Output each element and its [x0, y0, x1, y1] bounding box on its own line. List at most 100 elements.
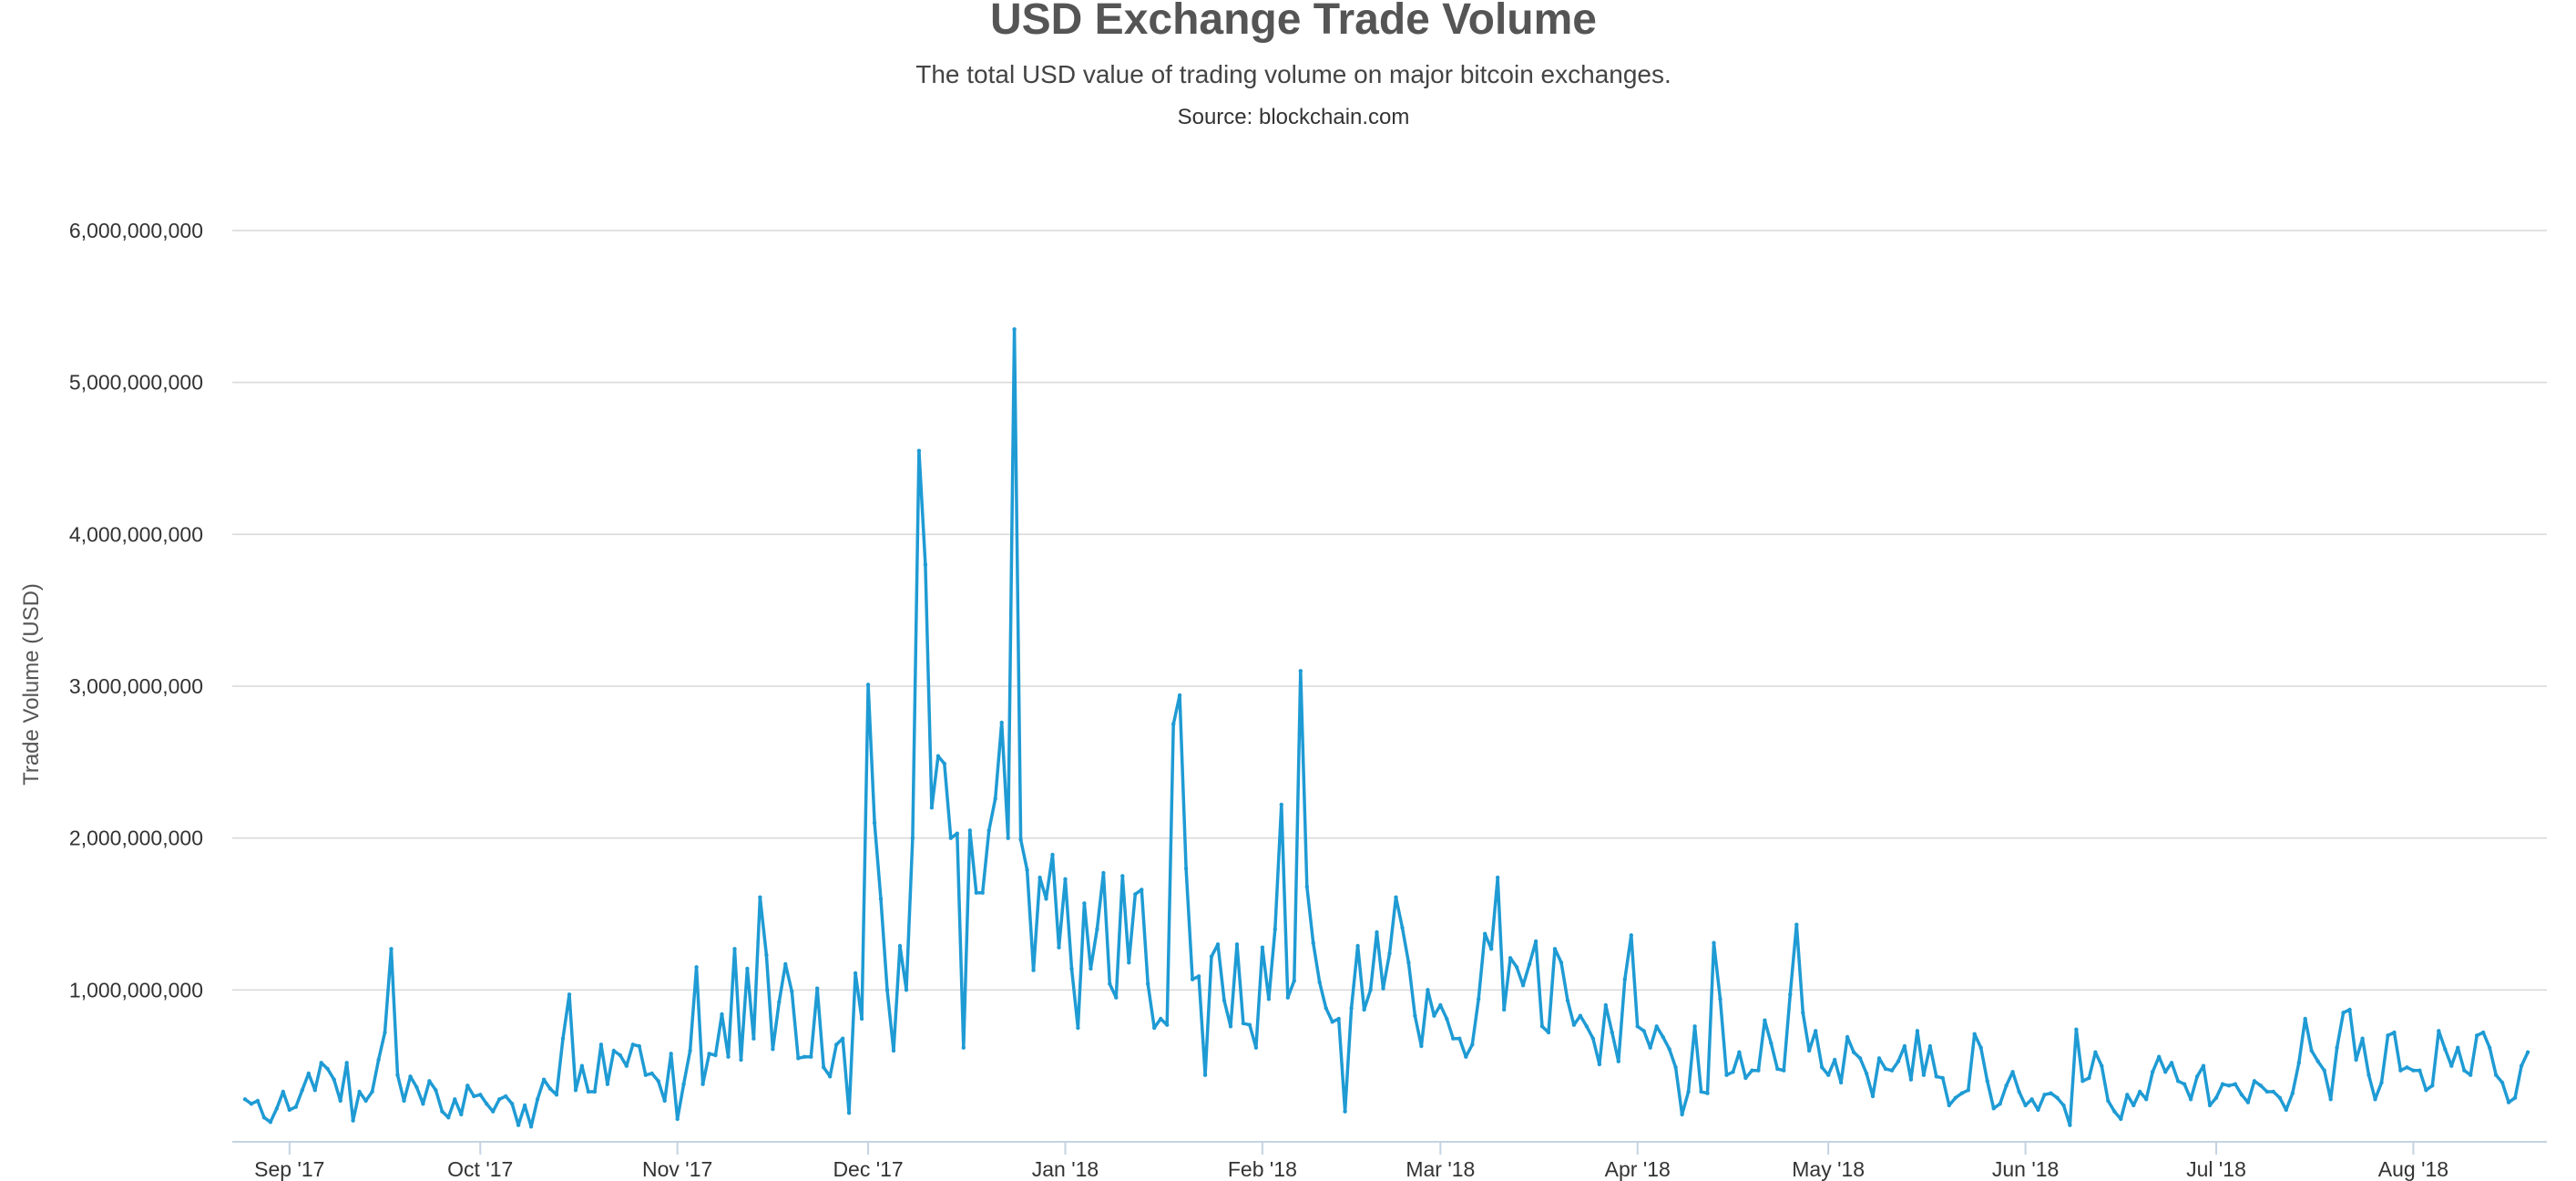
data-point	[1959, 1091, 1964, 1095]
data-point	[2233, 1082, 2238, 1086]
data-point	[2188, 1097, 2193, 1102]
data-point	[261, 1115, 267, 1120]
data-point	[274, 1106, 280, 1111]
data-point	[2245, 1100, 2251, 1104]
data-point	[2106, 1098, 2111, 1104]
data-point	[745, 966, 750, 971]
y-tick-label: 5,000,000,000	[69, 371, 203, 395]
data-point	[2213, 1095, 2219, 1100]
data-point	[1750, 1068, 1754, 1073]
data-point	[1699, 1089, 1703, 1094]
data-point	[1927, 1043, 1933, 1049]
data-point	[1692, 1024, 1697, 1029]
data-point	[1381, 986, 1385, 991]
data-point	[1718, 997, 1722, 1001]
data-point	[1590, 1036, 1596, 1041]
data-point	[1769, 1041, 1774, 1045]
data-point	[2499, 1080, 2505, 1085]
data-point	[2411, 1068, 2416, 1073]
data-point	[1044, 897, 1048, 901]
data-point	[592, 1089, 598, 1094]
data-point	[2322, 1068, 2326, 1073]
data-point	[2220, 1082, 2225, 1086]
data-point	[1597, 1062, 1602, 1067]
data-point	[472, 1094, 476, 1099]
data-point	[2354, 1057, 2358, 1063]
data-point	[1451, 1036, 1456, 1041]
data-point	[897, 943, 903, 949]
data-point	[980, 890, 985, 895]
data-point	[1724, 1073, 1729, 1077]
data-point	[1896, 1059, 1901, 1063]
chart-title: USD Exchange Trade Volume	[990, 0, 1597, 44]
data-point	[1985, 1079, 1989, 1083]
data-point	[2462, 1068, 2467, 1073]
data-point	[2144, 1097, 2149, 1102]
data-point	[630, 1042, 635, 1047]
data-point	[586, 1089, 591, 1094]
data-point	[884, 988, 890, 992]
data-point	[643, 1073, 648, 1077]
data-point	[1788, 992, 1793, 997]
data-point	[1165, 1022, 1170, 1027]
data-point	[1159, 1016, 1163, 1022]
data-point	[1966, 1088, 1970, 1093]
data-point	[688, 1048, 692, 1053]
data-point	[2169, 1061, 2174, 1065]
data-point	[2093, 1050, 2098, 1054]
data-point	[1641, 1029, 1646, 1033]
data-point	[1247, 1022, 1252, 1027]
data-point	[713, 1053, 718, 1058]
data-point	[504, 1094, 508, 1099]
data-point	[1152, 1025, 1157, 1031]
data-point	[1362, 1007, 1366, 1012]
data-point	[2049, 1091, 2053, 1095]
data-point	[1851, 1050, 1856, 1054]
data-point	[1375, 929, 1379, 935]
data-point	[1763, 1018, 1767, 1022]
data-point	[1953, 1095, 1958, 1100]
data-point	[739, 1057, 743, 1063]
data-point	[446, 1115, 451, 1120]
data-point	[1552, 947, 1558, 951]
data-point	[2277, 1095, 2282, 1100]
data-point	[1743, 1075, 1748, 1081]
data-point	[249, 1102, 254, 1106]
data-point	[1477, 997, 1481, 1001]
data-point	[2119, 1116, 2123, 1122]
data-point	[1146, 981, 1150, 986]
data-point	[402, 1098, 406, 1104]
data-point	[2271, 1089, 2275, 1094]
data-point	[1101, 870, 1106, 876]
data-point	[312, 1088, 317, 1093]
data-point	[2036, 1107, 2040, 1113]
data-point	[2010, 1070, 2015, 1074]
data-point	[1190, 977, 1195, 981]
data-point	[1215, 942, 1221, 947]
data-point	[1654, 1024, 1659, 1029]
data-point	[408, 1074, 413, 1079]
data-point	[1038, 875, 1042, 880]
gridlines	[232, 230, 2547, 991]
data-point	[1546, 1030, 1551, 1035]
data-point	[522, 1103, 527, 1108]
data-point	[1095, 927, 1099, 931]
data-point	[815, 986, 820, 991]
data-point	[1343, 1109, 1347, 1114]
data-point	[2418, 1068, 2422, 1073]
x-tick-label: Mar '18	[1406, 1157, 1475, 1181]
data-point	[376, 1057, 381, 1063]
data-point	[453, 1097, 457, 1102]
chart-source: Source: blockchain.com	[1177, 105, 1410, 129]
data-point	[1680, 1112, 1684, 1117]
y-tick-label: 2,000,000,000	[69, 827, 203, 850]
data-point	[547, 1086, 553, 1091]
data-point	[2264, 1089, 2269, 1094]
data-point	[669, 1052, 673, 1056]
data-point	[2405, 1065, 2409, 1070]
data-point	[1228, 1024, 1233, 1029]
data-point	[1686, 1089, 1691, 1094]
data-point	[2437, 1029, 2441, 1033]
data-point	[935, 754, 941, 758]
